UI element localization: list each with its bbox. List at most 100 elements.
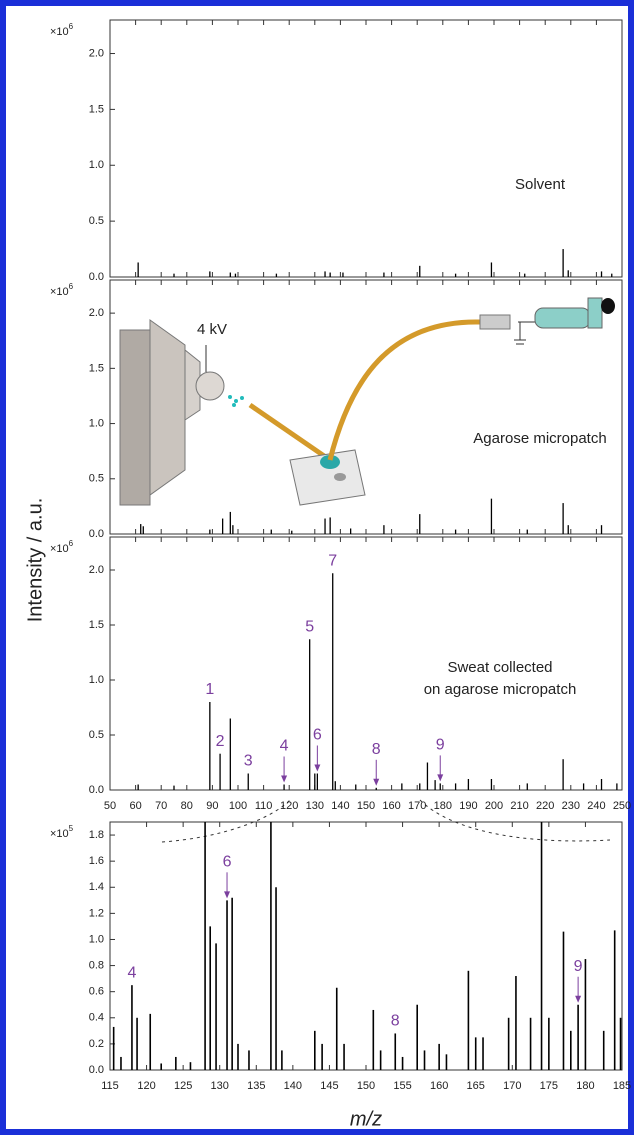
x-tick-label: 165 (467, 1080, 485, 1092)
y-tick-label: 1.0 (89, 417, 104, 429)
x-tick-label: 115 (101, 1080, 119, 1092)
y-tick-label: 1.8 (89, 829, 104, 841)
x-tick-label: 150 (357, 1080, 375, 1092)
y-tick-label: 0.2 (89, 1038, 104, 1050)
x-tick-label: 150 (357, 800, 375, 812)
x-tick-label: 210 (510, 800, 528, 812)
x-tick-label: 175 (540, 1080, 558, 1092)
multiplier: ×106 (50, 22, 74, 38)
x-tick-label: 140 (284, 1080, 302, 1092)
y-tick-label: 2.0 (89, 307, 104, 319)
y-tick-label: 2.0 (89, 564, 104, 576)
peak-annotation: 8 (391, 1013, 400, 1030)
x-tick-label: 230 (562, 800, 580, 812)
x-tick-label: 70 (155, 800, 167, 812)
x-tick-label: 240 (587, 800, 605, 812)
panel-label: Agarose micropatch (473, 430, 606, 447)
x-tick-label: 130 (306, 800, 324, 812)
x-tick-label: 170 (503, 1080, 521, 1092)
y-tick-label: 0.5 (89, 729, 104, 741)
peak-annotation: 9 (574, 958, 583, 975)
y-tick-label: 0.0 (89, 784, 104, 796)
spectrum (112, 822, 622, 1070)
panel-label: Solvent (515, 176, 566, 193)
arrow-head (314, 764, 321, 772)
spectrum (137, 573, 618, 790)
arrow-head (224, 891, 231, 899)
y-tick-label: 0.0 (89, 1064, 104, 1076)
multiplier: ×106 (50, 539, 74, 555)
x-axis-label: m/z (350, 1108, 382, 1130)
x-tick-label: 100 (229, 800, 247, 812)
x-tick-label: 190 (459, 800, 477, 812)
peak-annotation: 3 (244, 753, 253, 770)
y-tick-label: 1.0 (89, 933, 104, 945)
x-tick-label: 155 (393, 1080, 411, 1092)
x-tick-label: 130 (211, 1080, 229, 1092)
y-tick-label: 1.5 (89, 103, 104, 115)
x-tick-label: 140 (331, 800, 349, 812)
y-tick-label: 0.5 (89, 215, 104, 227)
arrow-head (575, 995, 582, 1003)
x-tick-label: 90 (206, 800, 218, 812)
y-tick-label: 0.4 (89, 1012, 104, 1024)
peak-annotation: 6 (223, 854, 232, 871)
spectrum (140, 498, 603, 534)
x-tick-label: 180 (434, 800, 452, 812)
y-tick-label: 0.0 (89, 528, 104, 540)
peak-annotation: 5 (305, 619, 314, 636)
x-tick-label: 135 (247, 1080, 265, 1092)
multiplier: ×106 (50, 282, 74, 298)
peak-annotation: 8 (372, 741, 381, 758)
arrow-head (437, 774, 444, 782)
x-tick-label: 250 (613, 800, 631, 812)
y-axis-label: Intensity / a.u. (24, 498, 46, 623)
x-tick-label: 60 (129, 800, 141, 812)
panel-label: Sweat collected (447, 659, 552, 676)
x-tick-label: 110 (255, 800, 273, 812)
spectrum (137, 249, 613, 277)
zoom-guide (419, 799, 611, 842)
x-tick-label: 80 (181, 800, 193, 812)
y-tick-label: 1.5 (89, 619, 104, 631)
y-tick-label: 0.6 (89, 986, 104, 998)
x-tick-label: 50 (104, 800, 116, 812)
x-tick-label: 120 (280, 800, 298, 812)
x-tick-label: 185 (613, 1080, 631, 1092)
voltage-label: 4 kV (197, 321, 227, 338)
y-tick-label: 0.5 (89, 473, 104, 485)
y-tick-label: 1.5 (89, 362, 104, 374)
y-tick-label: 2.0 (89, 47, 104, 59)
peak-annotation: 2 (216, 733, 225, 750)
arrow-head (373, 778, 380, 786)
peak-annotation: 1 (205, 681, 214, 698)
x-tick-label: 145 (320, 1080, 338, 1092)
peak-annotation: 6 (313, 727, 322, 744)
peak-annotation: 9 (436, 737, 445, 754)
x-tick-label: 170 (408, 800, 426, 812)
y-tick-label: 1.4 (89, 881, 104, 893)
y-tick-label: 0.8 (89, 959, 104, 971)
x-tick-label: 120 (137, 1080, 155, 1092)
x-tick-label: 160 (430, 1080, 448, 1092)
peak-annotation: 4 (127, 964, 136, 981)
x-tick-label: 200 (485, 800, 503, 812)
x-tick-label: 125 (174, 1080, 192, 1092)
y-tick-label: 1.0 (89, 159, 104, 171)
y-tick-label: 0.0 (89, 271, 104, 283)
peak-annotation: 7 (328, 553, 337, 570)
x-tick-label: 180 (576, 1080, 594, 1092)
x-tick-label: 160 (382, 800, 400, 812)
y-tick-label: 1.0 (89, 674, 104, 686)
arrow-head (281, 775, 288, 783)
y-tick-label: 1.6 (89, 855, 104, 867)
peak-annotation: 4 (280, 738, 289, 755)
x-tick-label: 220 (536, 800, 554, 812)
zoom-guide (161, 799, 291, 843)
inset-illustration: 4 kV (119, 297, 615, 506)
multiplier: ×105 (50, 824, 74, 840)
panel-label: on agarose micropatch (424, 681, 577, 698)
y-tick-label: 1.2 (89, 907, 104, 919)
